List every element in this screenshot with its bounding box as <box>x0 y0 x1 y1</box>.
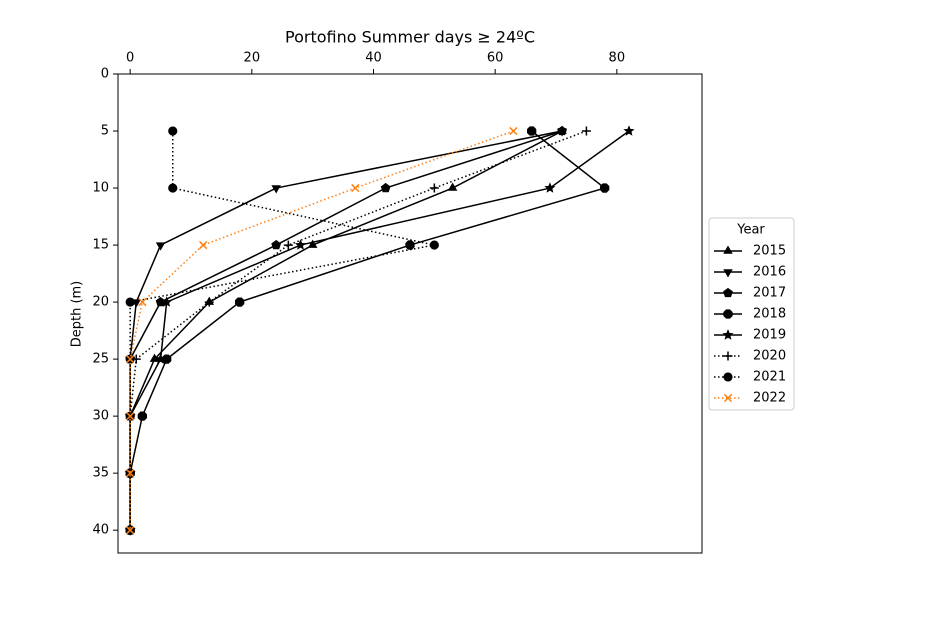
legend-marker <box>723 245 733 254</box>
marker <box>447 182 458 191</box>
legend-label: 2015 <box>753 244 786 259</box>
legend-label: 2022 <box>753 391 786 406</box>
marker <box>161 296 173 307</box>
legend-label: 2020 <box>753 349 786 364</box>
y-tick-label: 30 <box>92 409 109 424</box>
legend-label: 2017 <box>753 286 786 301</box>
marker <box>509 126 518 136</box>
series-line <box>129 130 607 531</box>
y-tick-label: 20 <box>92 295 109 310</box>
y-tick-label: 25 <box>92 352 109 367</box>
legend-label: 2018 <box>753 307 786 322</box>
marker <box>138 297 147 307</box>
marker <box>283 240 293 250</box>
legend-label: 2021 <box>753 370 786 385</box>
legend-marker <box>723 309 733 319</box>
marker <box>204 297 214 307</box>
y-tick-label: 10 <box>92 181 109 196</box>
legend-label: 2016 <box>753 265 786 280</box>
marker <box>126 469 135 478</box>
plot-frame <box>117 73 703 554</box>
marker <box>168 126 178 136</box>
marker <box>155 242 166 251</box>
legend-marker <box>723 269 733 278</box>
marker <box>429 240 439 250</box>
legend-box <box>708 217 795 411</box>
marker <box>168 183 178 193</box>
marker <box>137 411 147 421</box>
legend-label: 2019 <box>753 328 786 343</box>
legend-marker <box>723 393 733 403</box>
y-tick-label: 35 <box>92 466 109 481</box>
marker <box>199 240 208 250</box>
marker <box>527 126 537 136</box>
marker <box>623 125 635 136</box>
series-line <box>129 130 514 531</box>
x-tick-label: 40 <box>365 51 382 66</box>
y-tick-label: 5 <box>101 124 109 139</box>
marker <box>429 183 439 193</box>
marker <box>126 526 135 535</box>
legend-title: Year <box>736 223 765 238</box>
legend-marker <box>722 329 734 340</box>
marker <box>126 354 135 364</box>
y-axis-label: Depth (m) <box>70 281 85 348</box>
marker <box>235 297 245 307</box>
x-tick-label: 60 <box>487 51 504 66</box>
marker <box>600 183 610 193</box>
marker <box>271 185 281 194</box>
marker <box>351 183 360 193</box>
marker <box>544 182 556 193</box>
marker <box>126 412 135 421</box>
y-tick-label: 0 <box>101 67 109 82</box>
marker <box>294 239 307 250</box>
marker <box>380 182 391 193</box>
marker <box>271 239 282 250</box>
marker <box>307 239 318 248</box>
marker <box>155 353 167 364</box>
marker <box>405 240 415 250</box>
legend-marker <box>723 372 733 382</box>
x-tick-label: 20 <box>244 51 261 66</box>
chart-title: Portofino Summer days ≥ 24ºC <box>285 28 535 47</box>
series-line <box>129 130 587 531</box>
marker <box>125 297 135 307</box>
y-tick-label: 40 <box>92 523 109 538</box>
legend-marker <box>723 351 733 361</box>
x-tick-label: 80 <box>609 51 626 66</box>
legend-marker <box>723 287 733 298</box>
marker <box>581 126 591 136</box>
y-tick-label: 15 <box>92 238 109 253</box>
marker <box>557 125 567 136</box>
x-tick-label: 0 <box>126 51 134 66</box>
